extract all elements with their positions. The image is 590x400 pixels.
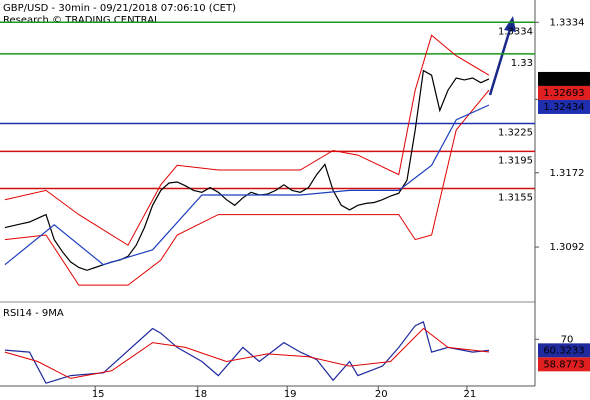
price-box xyxy=(538,85,590,100)
x-tick-label: 19 xyxy=(284,389,297,400)
series-line xyxy=(4,89,490,286)
x-tick-label: 15 xyxy=(92,389,105,400)
price-box-label: 1.32434 xyxy=(543,102,584,113)
y-tick-label: 1.3334 xyxy=(550,17,585,28)
trend-arrow-head xyxy=(504,16,516,32)
price-box xyxy=(538,71,590,86)
chart-title: GBP/USD - 30min - 09/21/2018 07:06:10 (C… xyxy=(3,3,236,14)
level-label: 1.33 xyxy=(511,58,533,69)
indicator-title: RSI14 - 9MA xyxy=(3,308,64,319)
series-line xyxy=(4,34,490,246)
series-line xyxy=(4,321,490,384)
price-box-label: 60.3233 xyxy=(543,345,584,356)
x-tick-label: 20 xyxy=(375,389,388,400)
series-line xyxy=(4,327,490,379)
x-tick-label: 21 xyxy=(464,389,477,400)
price-box-label: 1.3273 xyxy=(547,74,582,85)
price-box xyxy=(538,343,590,358)
price-box xyxy=(538,357,590,372)
level-label: 1.3334 xyxy=(498,26,533,37)
chart-subtitle: Research © TRADING CENTRAL xyxy=(3,15,160,26)
x-tick-label: 18 xyxy=(194,389,207,400)
trend-arrow xyxy=(488,25,513,96)
price-box-label: 1.32693 xyxy=(543,88,584,99)
series-line xyxy=(4,104,490,266)
price-box xyxy=(538,99,590,114)
level-label: 1.3155 xyxy=(498,193,533,204)
level-label: 1.3195 xyxy=(498,155,533,166)
y-tick-label: 70 xyxy=(561,334,574,345)
level-label: 1.3225 xyxy=(498,128,533,139)
y-tick-label: 1.3092 xyxy=(550,242,585,253)
price-box-label: 58.8773 xyxy=(543,359,584,370)
y-tick-label: 1.3172 xyxy=(550,168,585,179)
